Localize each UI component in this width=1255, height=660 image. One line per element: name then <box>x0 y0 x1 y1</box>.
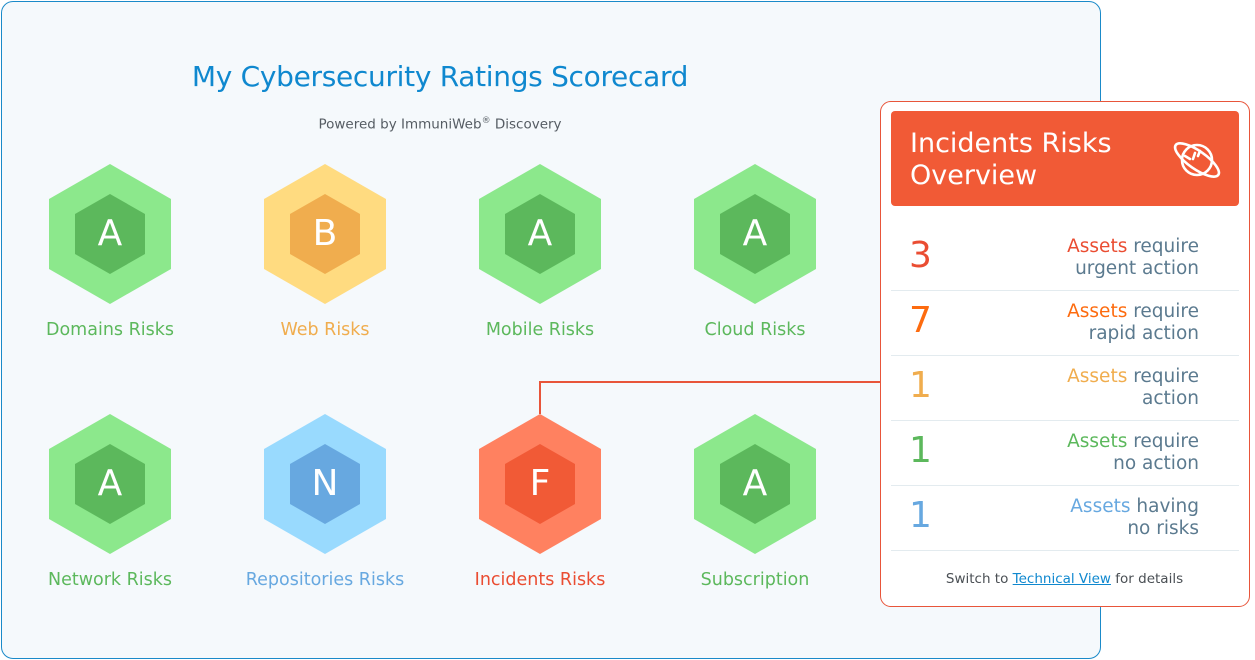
page-title: My Cybersecurity Ratings Scorecard <box>191 60 689 93</box>
risk-description: Assets require no action <box>979 431 1199 475</box>
assets-word: Assets <box>1067 301 1128 322</box>
tile-label: Web Risks <box>280 320 370 340</box>
grade-letter: A <box>742 463 768 504</box>
powered-by-prefix: Powered by ImmuniWeb <box>318 116 482 133</box>
hex-badge: A <box>479 164 601 304</box>
desc-part2: action <box>1142 388 1199 409</box>
hexagon-icon <box>49 414 171 554</box>
technical-view-link[interactable]: Technical View <box>1012 571 1111 587</box>
risk-description: Assets having no risks <box>979 496 1199 540</box>
risk-count: 1 <box>909 495 932 536</box>
risk-count: 7 <box>909 300 932 341</box>
tile-incidents-risks[interactable]: F Incidents Risks <box>440 414 640 590</box>
tile-label: Incidents Risks <box>474 570 606 590</box>
risk-count: 3 <box>909 235 932 276</box>
connector-line-vertical <box>539 381 541 414</box>
risk-description: Assets require rapid action <box>979 301 1199 345</box>
tile-repositories-risks[interactable]: N Repositories Risks <box>225 414 425 590</box>
hexagon-icon <box>694 164 816 304</box>
powered-by-suffix: Discovery <box>490 116 562 133</box>
hex-badge: N <box>264 414 386 554</box>
desc-part2: rapid action <box>1088 323 1199 344</box>
panel-title-line2: Overview <box>910 160 1038 191</box>
risk-row-no-risks[interactable]: 1 Assets having no risks <box>891 486 1239 551</box>
desc-part1: having <box>1130 496 1199 517</box>
grade-letter: A <box>97 463 123 504</box>
satellite-globe-icon <box>1173 142 1221 178</box>
grade-letter: N <box>311 463 339 504</box>
tile-label: Domains Risks <box>46 320 174 340</box>
risk-row-no-action[interactable]: 1 Assets require no action <box>891 421 1239 486</box>
hexagon-icon <box>49 164 171 304</box>
tile-label: Mobile Risks <box>485 320 595 340</box>
grade-letter: A <box>97 213 123 254</box>
footer-prefix: Switch to <box>945 571 1013 587</box>
risk-summary-list: 3 Assets require urgent action 7 Assets … <box>891 226 1239 551</box>
connector-line-horizontal <box>539 381 881 383</box>
hexagon-icon <box>694 414 816 554</box>
hexagon-icon <box>264 164 386 304</box>
tile-cloud-risks[interactable]: A Cloud Risks <box>655 164 855 340</box>
assets-word: Assets <box>1067 236 1128 257</box>
assets-word: Assets <box>1067 431 1128 452</box>
risk-row-action[interactable]: 1 Assets require action <box>891 356 1239 421</box>
panel-header: Incidents Risks Overview <box>891 111 1239 206</box>
tile-label: Network Risks <box>47 570 173 590</box>
tile-network-risks[interactable]: A Network Risks <box>10 414 210 590</box>
hexagon-icon <box>264 414 386 554</box>
hex-badge: A <box>694 414 816 554</box>
hexagon-icon <box>479 164 601 304</box>
tile-domains-risks[interactable]: A Domains Risks <box>10 164 210 340</box>
desc-part2: no risks <box>1127 518 1199 539</box>
risk-row-urgent[interactable]: 3 Assets require urgent action <box>891 226 1239 291</box>
hex-badge: F <box>479 414 601 554</box>
desc-part1: require <box>1127 366 1199 387</box>
hex-badge: B <box>264 164 386 304</box>
grade-letter: F <box>529 463 551 504</box>
hexagon-icon <box>479 414 601 554</box>
registered-mark: ® <box>481 116 491 126</box>
assets-word: Assets <box>1070 496 1131 517</box>
risk-row-rapid[interactable]: 7 Assets require rapid action <box>891 291 1239 356</box>
panel-title-line1: Incidents Risks <box>910 128 1112 159</box>
tile-mobile-risks[interactable]: A Mobile Risks <box>440 164 640 340</box>
desc-part2: urgent action <box>1075 258 1199 279</box>
risk-count: 1 <box>909 430 932 471</box>
desc-part1: require <box>1127 236 1199 257</box>
desc-part2: no action <box>1113 453 1199 474</box>
tile-label: Subscription <box>700 570 810 590</box>
footer-suffix: for details <box>1110 571 1184 587</box>
powered-by-text: Powered by ImmuniWeb® Discovery <box>2 116 878 133</box>
tile-label: Cloud Risks <box>704 320 806 340</box>
assets-word: Assets <box>1067 366 1128 387</box>
tile-web-risks[interactable]: B Web Risks <box>225 164 425 340</box>
desc-part1: require <box>1127 431 1199 452</box>
tile-label: Repositories Risks <box>245 570 405 590</box>
panel-title: Incidents Risks Overview <box>910 128 1150 192</box>
hex-badge: A <box>694 164 816 304</box>
risk-description: Assets require action <box>979 366 1199 410</box>
panel-footer: Switch to Technical View for details <box>881 571 1248 587</box>
tile-subscription[interactable]: A Subscription <box>655 414 855 590</box>
risk-count: 1 <box>909 365 932 406</box>
grade-letter: B <box>312 213 338 254</box>
grade-letter: A <box>742 213 768 254</box>
risk-description: Assets require urgent action <box>979 236 1199 280</box>
desc-part1: require <box>1127 301 1199 322</box>
incidents-overview-panel: Incidents Risks Overview 3 Assets requir… <box>880 101 1250 607</box>
hex-badge: A <box>49 164 171 304</box>
grade-letter: A <box>527 213 553 254</box>
hex-badge: A <box>49 414 171 554</box>
